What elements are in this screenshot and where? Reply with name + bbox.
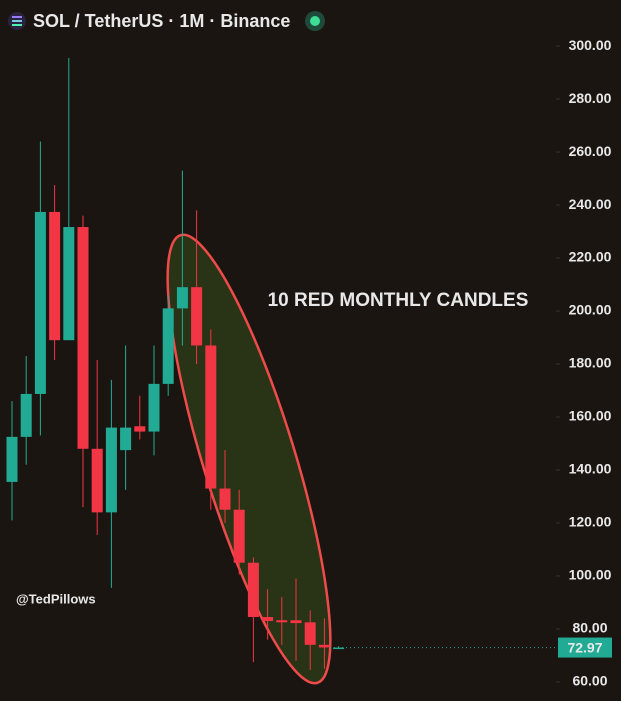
candle-body bbox=[49, 211, 61, 341]
candle-body bbox=[276, 620, 288, 623]
sol-logo bbox=[8, 12, 26, 30]
y-tick-label: 280.00 bbox=[569, 90, 612, 106]
y-tick-label: 200.00 bbox=[569, 302, 612, 318]
y-tick-label: 100.00 bbox=[569, 567, 612, 583]
candle-body bbox=[34, 211, 46, 394]
candle-body bbox=[304, 622, 316, 645]
chart-title: SOL / TetherUS · 1M · Binance bbox=[33, 11, 290, 31]
candle-body bbox=[63, 227, 75, 341]
annotation: 10 RED MONTHLY CANDLES bbox=[268, 290, 529, 311]
candle-body bbox=[20, 393, 32, 437]
y-tick-label: 180.00 bbox=[569, 355, 612, 371]
candle-body bbox=[247, 562, 259, 618]
candle-body bbox=[191, 287, 203, 346]
candle-body bbox=[91, 448, 103, 513]
y-tick-label: 160.00 bbox=[569, 408, 612, 424]
y-tick-label: 220.00 bbox=[569, 249, 612, 265]
last-price-box bbox=[558, 637, 612, 658]
y-tick-label: 260.00 bbox=[569, 143, 612, 159]
candle-body bbox=[333, 647, 345, 650]
y-tick-label: 80.00 bbox=[572, 620, 607, 636]
candle-body bbox=[233, 509, 245, 563]
candle-body bbox=[6, 436, 18, 482]
candle-body bbox=[148, 383, 160, 432]
y-tick-label: 140.00 bbox=[569, 461, 612, 477]
candle-body bbox=[162, 308, 174, 384]
candle-body bbox=[290, 620, 302, 624]
candle-body bbox=[219, 488, 231, 510]
status-dot bbox=[305, 11, 325, 31]
last-price-label: 72.97 bbox=[567, 639, 602, 655]
candle-body bbox=[262, 617, 274, 621]
candle-body bbox=[120, 427, 132, 451]
candle-body bbox=[318, 644, 330, 648]
candle-body bbox=[134, 426, 146, 432]
candle-body bbox=[105, 427, 117, 513]
watermark: @TedPillows bbox=[16, 591, 96, 606]
y-tick-label: 60.00 bbox=[572, 673, 607, 689]
y-tick-label: 120.00 bbox=[569, 514, 612, 530]
y-tick-label: 240.00 bbox=[569, 196, 612, 212]
candle-body bbox=[176, 287, 188, 309]
candle-body bbox=[77, 227, 89, 449]
candle-body bbox=[205, 345, 217, 489]
y-tick-label: 300.00 bbox=[569, 37, 612, 53]
